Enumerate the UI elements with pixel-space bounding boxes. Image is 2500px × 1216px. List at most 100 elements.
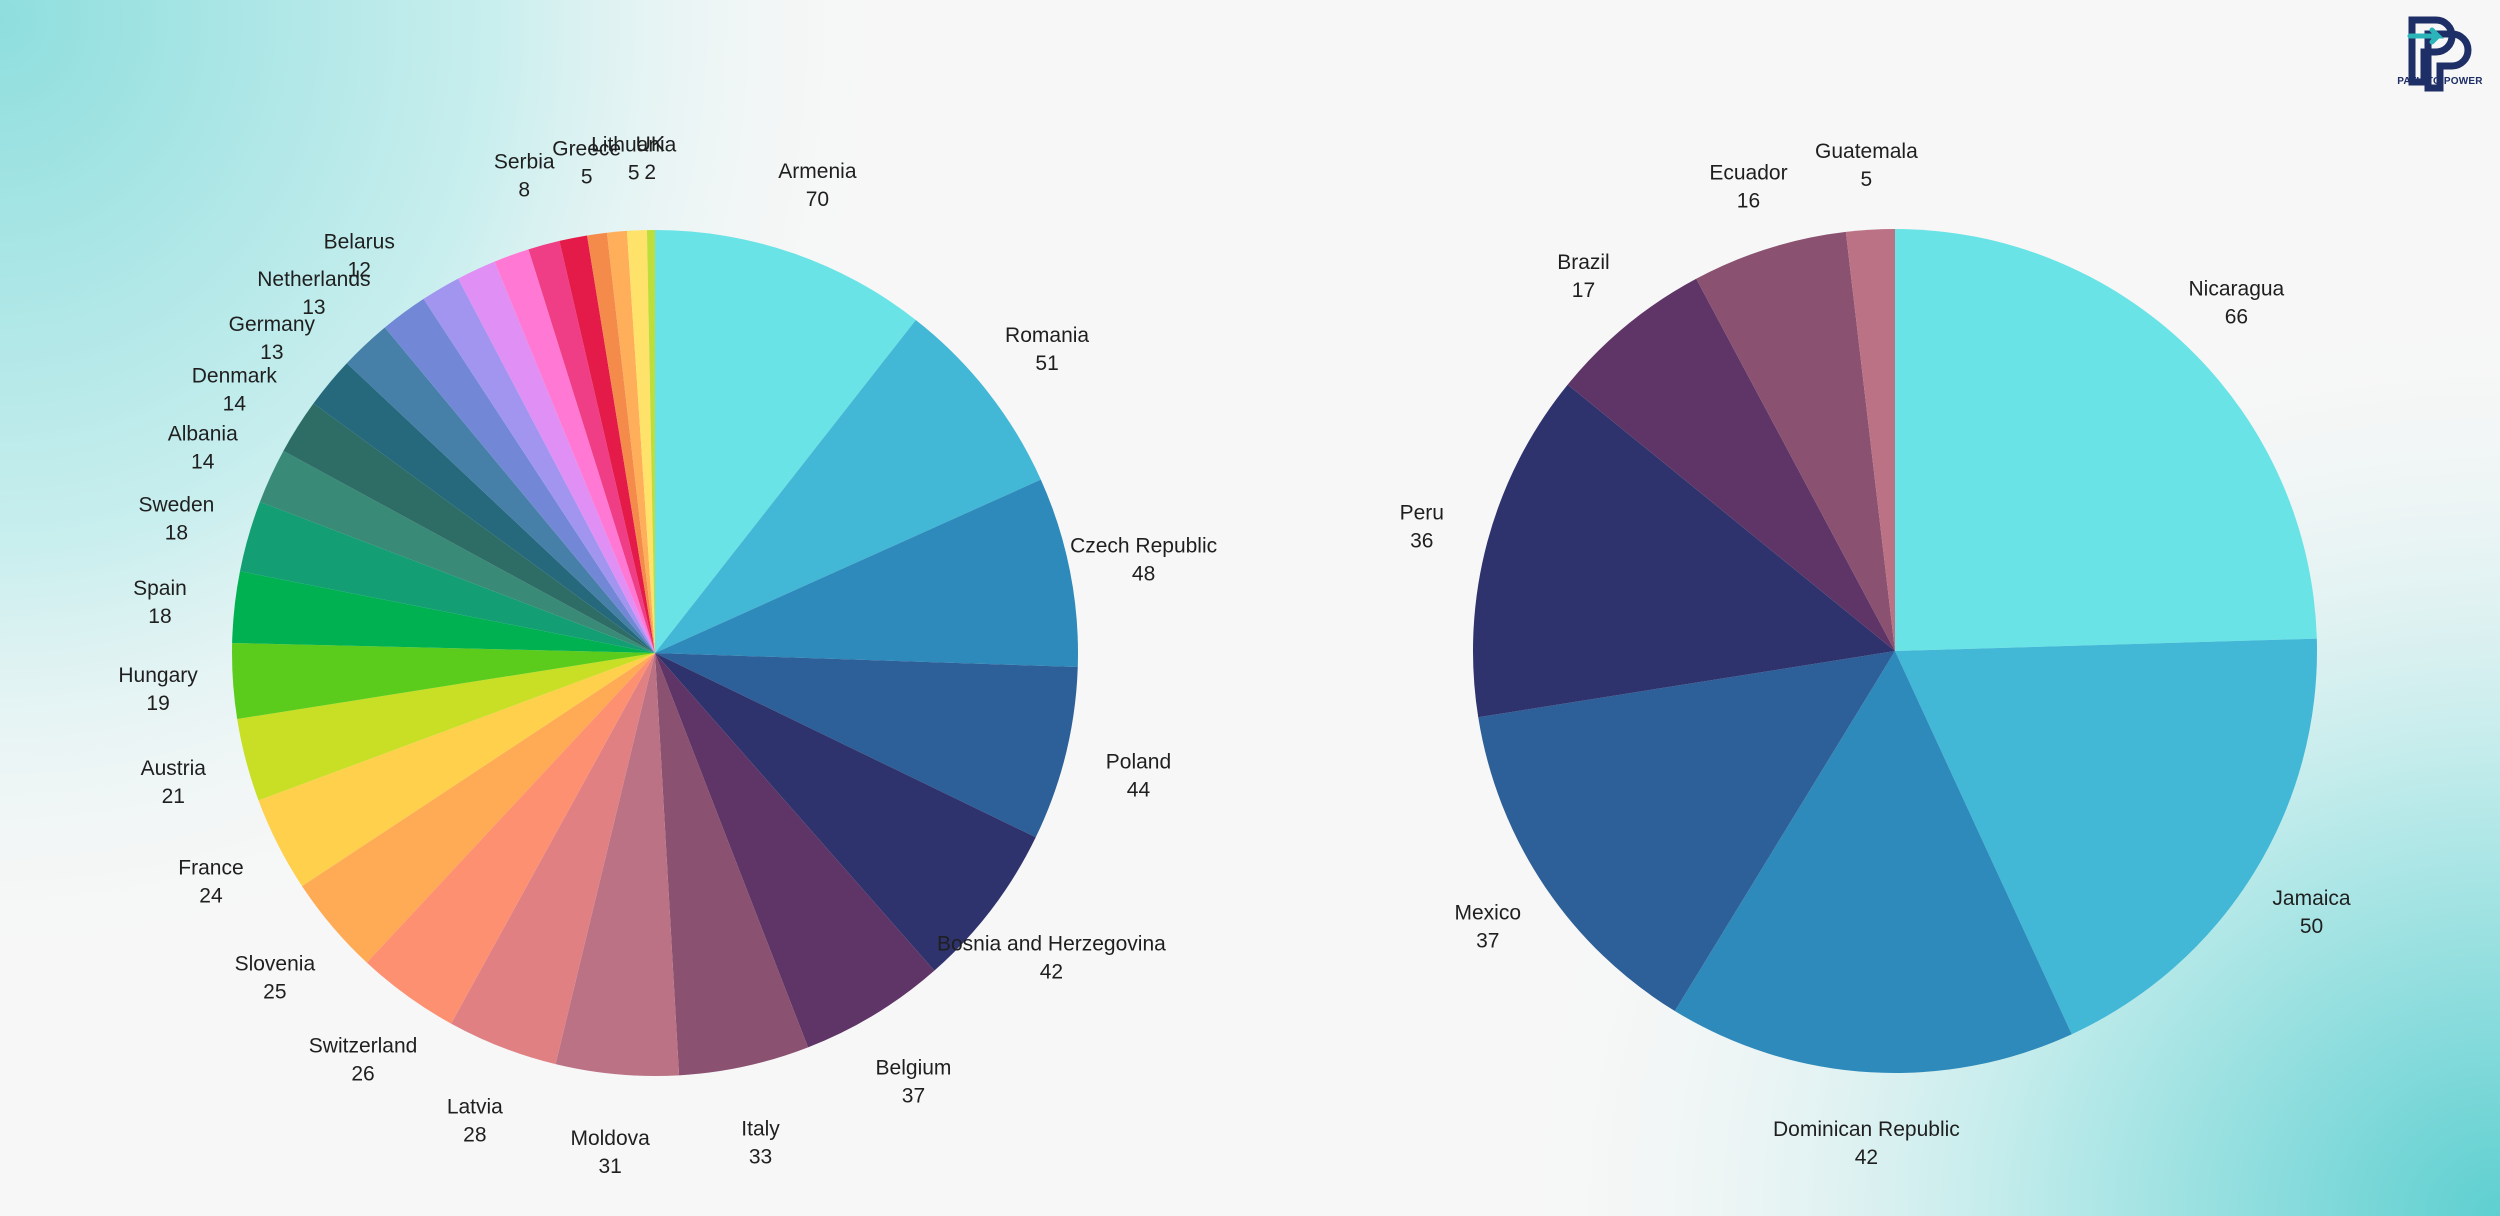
pie-slice-peru bbox=[1473, 384, 1895, 718]
slice-label: Brazil bbox=[1557, 251, 1610, 274]
pie-slice-czech-republic bbox=[655, 479, 1078, 668]
slice-label: Dominican Republic bbox=[1773, 1118, 1960, 1141]
slice-label: Spain bbox=[133, 577, 187, 600]
slice-value-label: 13 bbox=[260, 341, 283, 364]
pie-slice-21 bbox=[423, 278, 655, 653]
slice-value-label: 36 bbox=[1410, 530, 1433, 553]
slice-value-label: 12 bbox=[348, 258, 371, 281]
pie-slice-germany bbox=[313, 363, 655, 653]
slice-label: Serbia bbox=[494, 150, 555, 173]
slice-value-label: 21 bbox=[162, 785, 185, 808]
slice-value-label: 5 bbox=[628, 161, 640, 184]
pie-slice-romania bbox=[655, 319, 1041, 653]
slice-label: France bbox=[178, 856, 243, 879]
slice-value-label: 19 bbox=[146, 692, 169, 715]
pie-slice-jamaica bbox=[1895, 638, 2317, 1035]
slice-value-label: 2 bbox=[644, 161, 656, 184]
slice-label: Italy bbox=[741, 1118, 780, 1141]
pie-slice-belgium bbox=[655, 653, 935, 1048]
slice-label: Austria bbox=[141, 757, 207, 780]
pie-slice-france bbox=[258, 653, 655, 887]
slice-value-label: 33 bbox=[749, 1146, 772, 1169]
pie-slice-23 bbox=[494, 249, 655, 653]
slice-value-label: 37 bbox=[902, 1085, 925, 1108]
pie-slice-albania bbox=[259, 450, 655, 653]
pie-slice-netherlands bbox=[346, 327, 655, 653]
pie-slice-armenia bbox=[655, 230, 916, 653]
pie-slice-22 bbox=[458, 261, 655, 653]
pie-slice-italy bbox=[655, 653, 809, 1076]
slice-label: Albania bbox=[168, 423, 238, 446]
slice-value-label: 37 bbox=[1476, 930, 1499, 953]
slice-value-label: 5 bbox=[1861, 168, 1873, 191]
slice-label: Nicaragua bbox=[2189, 277, 2285, 300]
slice-value-label: 51 bbox=[1035, 352, 1058, 375]
pie-slice-25 bbox=[559, 235, 655, 653]
path-to-power-logo bbox=[2407, 16, 2472, 92]
slice-value-label: 42 bbox=[1040, 960, 1063, 983]
pie-slice-greece bbox=[587, 232, 655, 654]
slice-value-label: 42 bbox=[1855, 1146, 1878, 1169]
slice-label: Belgium bbox=[876, 1057, 952, 1080]
slice-value-label: 18 bbox=[148, 605, 171, 628]
pie-slice-serbia bbox=[528, 240, 655, 653]
slice-label: Romania bbox=[1005, 324, 1089, 347]
pie-slice-moldova bbox=[555, 653, 680, 1076]
slice-value-label: 50 bbox=[2300, 915, 2323, 938]
slice-value-label: 14 bbox=[191, 451, 215, 474]
slice-label: Greece bbox=[552, 138, 621, 161]
slice-value-label: 70 bbox=[806, 188, 829, 211]
pie-slice-denmark bbox=[283, 403, 655, 653]
slice-label: Poland bbox=[1106, 750, 1171, 773]
slice-value-label: 16 bbox=[1737, 189, 1760, 212]
slice-value-label: 48 bbox=[1132, 563, 1155, 586]
pie-slice-sweden bbox=[239, 501, 655, 653]
slice-value-label: 28 bbox=[463, 1123, 486, 1146]
slice-value-label: 44 bbox=[1127, 778, 1151, 801]
slice-value-label: 13 bbox=[302, 296, 325, 319]
slice-value-label: 5 bbox=[581, 166, 593, 189]
slice-label: Lithuania bbox=[591, 133, 677, 156]
pie-slice-mexico bbox=[1478, 651, 1895, 1012]
pie-chart-2: Nicaragua 66 Jamaica 50 Dominican Republic 42… bbox=[1400, 140, 2351, 1169]
slice-value-label: 24 bbox=[199, 884, 223, 907]
slice-label: UK bbox=[636, 133, 665, 156]
slice-value-label: 26 bbox=[351, 1062, 374, 1085]
slice-label: Czech Republic bbox=[1070, 535, 1217, 558]
slice-label: Belarus bbox=[324, 230, 395, 253]
pie-slice-austria bbox=[237, 653, 655, 801]
pie-slice-lithuania bbox=[626, 230, 655, 653]
slice-label: Armenia bbox=[778, 160, 857, 183]
pie-slice-poland bbox=[655, 653, 1078, 838]
slice-label: Guatemala bbox=[1815, 140, 1918, 163]
pie-slice-nicaragua bbox=[1895, 229, 2317, 651]
pie-slice-27 bbox=[606, 230, 655, 653]
slice-label: Moldova bbox=[570, 1127, 650, 1150]
slice-value-label: 17 bbox=[1572, 279, 1595, 302]
slice-label: Ecuador bbox=[1709, 161, 1787, 184]
pie-slice-hungary bbox=[232, 642, 656, 719]
slice-value-label: 66 bbox=[2225, 305, 2248, 328]
slice-label: Netherlands bbox=[257, 268, 370, 291]
slice-label: Sweden bbox=[138, 493, 214, 516]
slice-label: Peru bbox=[1400, 502, 1444, 525]
slice-label: Jamaica bbox=[2272, 887, 2351, 910]
slice-label: Bosnia and Herzegovina bbox=[937, 932, 1166, 955]
slice-value-label: 18 bbox=[165, 521, 188, 544]
pie-slice-guatemala bbox=[1845, 229, 1895, 651]
slice-value-label: 25 bbox=[263, 981, 286, 1004]
slice-label: Switzerland bbox=[309, 1034, 418, 1057]
slice-label: Hungary bbox=[118, 664, 198, 687]
pie-slice-latvia bbox=[451, 653, 655, 1065]
slice-label: Slovenia bbox=[235, 953, 316, 976]
pie-slice-belarus bbox=[384, 298, 655, 653]
pie-slice-switzerland bbox=[366, 653, 655, 1024]
logo-text: PATH TO POWER bbox=[2397, 76, 2483, 87]
pie-chart-1: Armenia 70 Romania 51 Czech Republic 48 Poland… bbox=[118, 133, 1217, 1178]
pie-slice-slovenia bbox=[302, 653, 655, 963]
slice-value-label: 8 bbox=[518, 178, 530, 201]
slice-value-label: 14 bbox=[223, 392, 247, 415]
pie-slice-spain bbox=[232, 571, 655, 653]
pie-slice-dominican-republic bbox=[1674, 651, 2072, 1073]
